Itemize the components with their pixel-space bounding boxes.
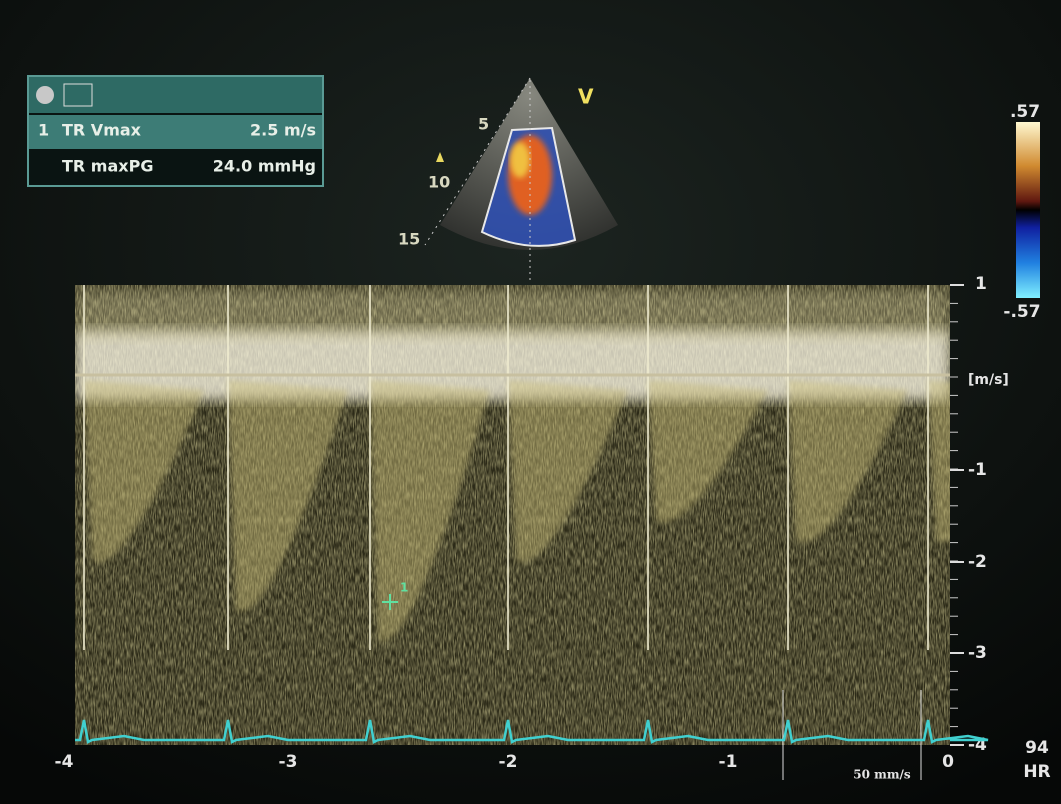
sweep-speed: 50 mm/s (853, 768, 911, 782)
heart-rate-label: HR (1023, 762, 1050, 782)
panel-row-highlight (29, 115, 322, 149)
time-tick-label: -1 (719, 752, 738, 772)
measurement-value: 2.5 m/s (250, 121, 316, 140)
velocity-tick-label: 1 (975, 274, 987, 294)
icon (36, 86, 54, 104)
color-scale-max: .57 (1010, 102, 1040, 122)
time-tick-label: -3 (279, 752, 298, 772)
depth-label: 10 (428, 173, 450, 192)
doppler-spectrum (75, 285, 950, 745)
depth-label: 5 (478, 115, 489, 134)
flow-envelope (928, 380, 950, 542)
sector-image: V 5 10 15 (398, 77, 618, 280)
depth-scale (424, 77, 531, 246)
flow-envelope (228, 380, 348, 612)
cursor-label: 1 (400, 581, 408, 595)
velocity-tick-label: -3 (968, 643, 987, 663)
flow-envelope (370, 380, 490, 642)
depth-label: 15 (398, 230, 420, 249)
orientation-marker (436, 152, 444, 162)
upper-haze (75, 290, 950, 340)
color-scale-min: -.57 (1003, 302, 1040, 322)
mode-label: V (578, 85, 594, 109)
flow-envelope (648, 380, 768, 523)
time-tick-label: -2 (499, 752, 518, 772)
measurement-label: TR Vmax (62, 121, 142, 140)
flow-envelope (508, 380, 628, 562)
icon (63, 83, 93, 107)
measurement-index: 1 (38, 121, 49, 140)
measurement-panel: 1 TR Vmax 2.5 m/s TR maxPG 24.0 mmHg (27, 75, 324, 187)
color-flow (510, 142, 530, 178)
measurement-label: TR maxPG (62, 157, 153, 176)
heart-rate-value: 94 (1025, 738, 1049, 758)
flow-envelope (788, 380, 908, 543)
color-box-outline (480, 126, 577, 247)
velocity-unit: [m/s] (968, 372, 1009, 388)
time-tick-label: 0 (942, 752, 954, 772)
color-bar (1016, 122, 1040, 298)
velocity-tick-label: -1 (968, 460, 987, 480)
panel-header (29, 77, 322, 113)
measurement-cursor: 1 (382, 581, 408, 610)
velocity-tick-label: -2 (968, 552, 987, 572)
flow-envelope (84, 380, 204, 562)
measurement-value: 24.0 mmHg (213, 157, 316, 176)
ecg-trace (75, 719, 989, 744)
time-tick-label: -4 (55, 752, 74, 772)
